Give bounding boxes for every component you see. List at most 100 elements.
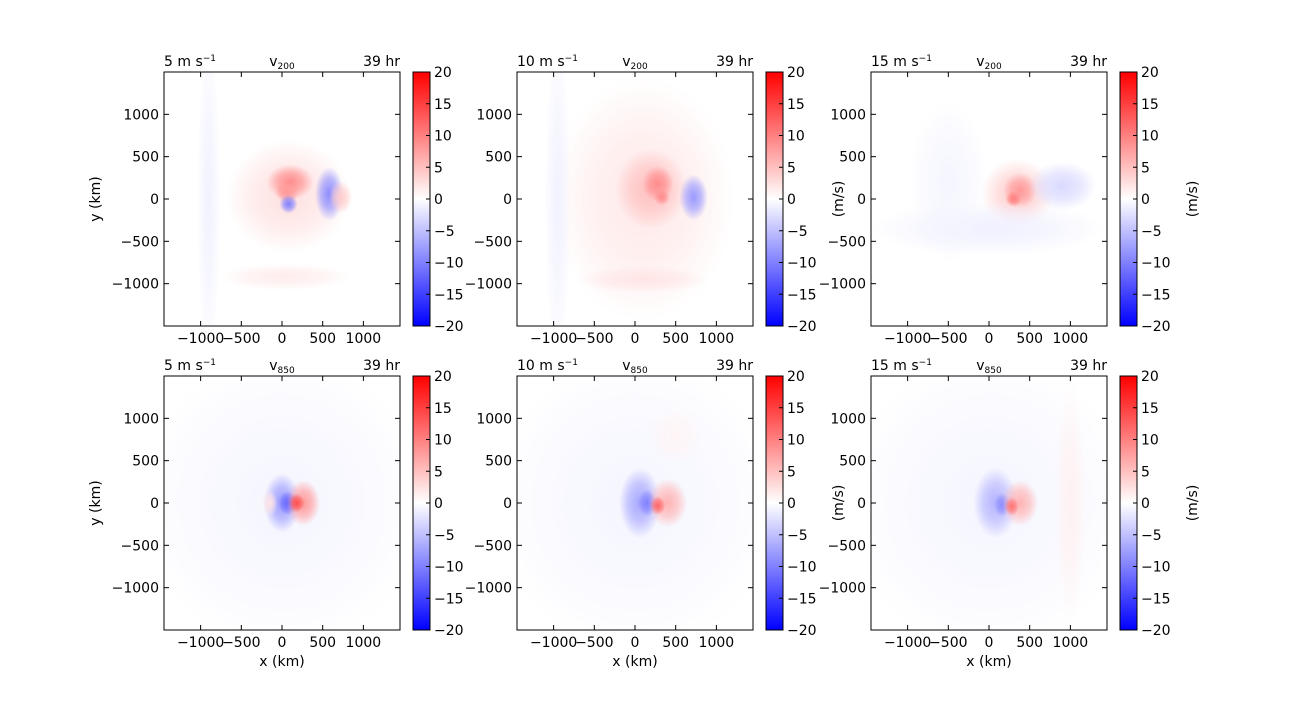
x-tick-label: 0 xyxy=(985,635,994,651)
field xyxy=(197,72,353,326)
y-tick-label: −500 xyxy=(474,538,512,554)
x-tick-label: −500 xyxy=(929,635,967,651)
field-anomaly xyxy=(909,100,988,264)
panel-left-title: 10 m s−1 xyxy=(517,54,578,70)
panel-left-title: 15 m s−1 xyxy=(871,54,932,70)
colorbar-tick-label: −10 xyxy=(1141,560,1171,576)
colorbar-tick-label: −5 xyxy=(434,224,455,240)
y-tick-label: 0 xyxy=(857,496,866,512)
x-tick-label: 500 xyxy=(1016,331,1043,347)
y-tick-label: 1000 xyxy=(123,107,159,123)
panel-left-title: 5 m s−1 xyxy=(164,54,216,70)
field xyxy=(164,376,400,630)
colorbar-tick-label: 5 xyxy=(787,160,796,176)
x-tick-label: 1000 xyxy=(699,331,735,347)
y-tick-label: 0 xyxy=(150,192,159,208)
field-anomaly xyxy=(871,201,1107,256)
colorbar-tick-label: 15 xyxy=(1141,401,1159,417)
colorbar-tick-label: 15 xyxy=(787,97,805,113)
x-tick-label: −1000 xyxy=(530,331,577,347)
colorbar-tick-label: 0 xyxy=(787,496,796,512)
colorbar-tick-label: −20 xyxy=(434,319,464,335)
colorbar-tick-label: 5 xyxy=(1141,464,1150,480)
colorbar-tick-label: −5 xyxy=(787,528,808,544)
y-tick-label: 0 xyxy=(503,192,512,208)
x-tick-label: −1000 xyxy=(884,331,931,347)
colorbar-tick-label: 10 xyxy=(434,433,452,449)
colorbar-tick-label: 0 xyxy=(434,192,443,208)
x-tick-label: 1000 xyxy=(1053,331,1089,347)
x-tick-label: −500 xyxy=(575,331,613,347)
x-tick-label: 500 xyxy=(1016,635,1043,651)
field-anomaly xyxy=(220,263,351,291)
y-tick-label: −1000 xyxy=(465,581,512,597)
x-tick-label: −1000 xyxy=(177,635,224,651)
y-tick-label: 500 xyxy=(132,150,159,166)
field-anomaly xyxy=(544,72,571,326)
colorbar-tick-label: −10 xyxy=(434,560,464,576)
x-tick-label: 0 xyxy=(278,331,287,347)
field xyxy=(871,100,1107,264)
x-tick-label: 1000 xyxy=(1053,635,1089,651)
x-tick-label: 1000 xyxy=(699,635,735,651)
panel-right-title: 39 hr xyxy=(716,54,753,70)
panel-center-title: v200 xyxy=(976,54,1002,72)
y-tick-label: 0 xyxy=(150,496,159,512)
colorbar-tick-label: 20 xyxy=(1141,369,1159,385)
colorbar-label: (m/s) xyxy=(1185,485,1201,522)
x-axis-label: x (km) xyxy=(612,654,657,670)
x-tick-label: 1000 xyxy=(346,635,382,651)
x-tick-label: 0 xyxy=(631,331,640,347)
field-anomaly xyxy=(328,181,353,214)
colorbar-tick-label: 5 xyxy=(1141,160,1150,176)
colorbar-tick-label: 0 xyxy=(1141,496,1150,512)
y-tick-label: −1000 xyxy=(112,581,159,597)
field-anomaly xyxy=(1028,161,1097,211)
colorbar-tick-label: 20 xyxy=(787,369,805,385)
x-tick-label: −500 xyxy=(929,331,967,347)
colorbar-tick-label: −10 xyxy=(787,256,817,272)
x-tick-label: 500 xyxy=(309,331,336,347)
y-tick-label: 500 xyxy=(839,150,866,166)
x-tick-label: −1000 xyxy=(884,635,931,651)
x-axis-label: x (km) xyxy=(966,654,1011,670)
x-tick-label: 500 xyxy=(309,635,336,651)
colorbar-tick-label: 20 xyxy=(434,65,452,81)
panel-right-title: 39 hr xyxy=(716,358,753,374)
x-tick-label: −1000 xyxy=(530,635,577,651)
colorbar-tick-label: 20 xyxy=(787,65,805,81)
panel-center-title: v850 xyxy=(622,358,648,376)
colorbar-tick-label: −15 xyxy=(434,287,464,303)
y-tick-label: 1000 xyxy=(830,107,866,123)
field-anomaly xyxy=(197,72,221,326)
panel-left-title: 5 m s−1 xyxy=(164,358,216,374)
colorbar-tick-label: −20 xyxy=(434,623,464,639)
colorbar-tick-label: −5 xyxy=(434,528,455,544)
colorbar-tick-label: 10 xyxy=(434,129,452,145)
x-tick-label: 0 xyxy=(631,635,640,651)
y-tick-label: 500 xyxy=(839,454,866,470)
colorbar-tick-label: 10 xyxy=(787,433,805,449)
colorbar-tick-label: 5 xyxy=(434,160,443,176)
x-tick-label: 0 xyxy=(278,635,287,651)
field xyxy=(871,376,1107,630)
x-tick-label: −1000 xyxy=(177,331,224,347)
colorbar-tick-label: 0 xyxy=(787,192,796,208)
colorbar-tick-label: −20 xyxy=(1141,623,1171,639)
y-tick-label: −1000 xyxy=(819,277,866,293)
colorbar-tick-label: −20 xyxy=(787,623,817,639)
x-tick-label: −500 xyxy=(222,635,260,651)
colorbar-tick-label: −5 xyxy=(787,224,808,240)
panel-right-title: 39 hr xyxy=(1070,54,1107,70)
colorbar-label: (m/s) xyxy=(831,181,847,218)
panel-center-title: v850 xyxy=(269,358,295,376)
field-anomaly xyxy=(648,478,688,528)
colorbar-label: (m/s) xyxy=(1185,181,1201,218)
colorbar-tick-label: −15 xyxy=(787,591,817,607)
field xyxy=(544,72,735,326)
